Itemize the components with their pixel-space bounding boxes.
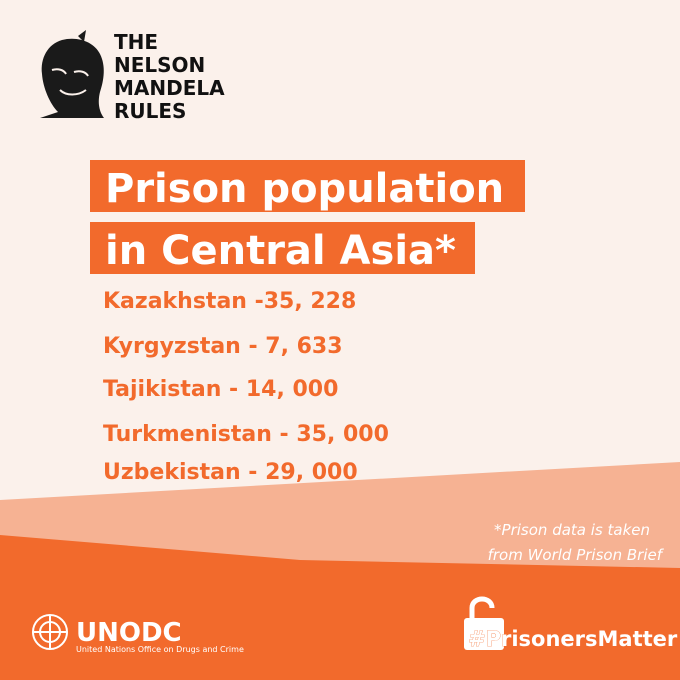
logo-line: MANDELA xyxy=(114,76,225,100)
footnote-line: from World Prison Brief xyxy=(488,546,665,564)
list-item: Tajikistan - 14, 000 xyxy=(103,377,338,402)
org: UNODC xyxy=(76,618,182,648)
band-orange xyxy=(0,535,680,680)
logo-line: THE xyxy=(114,30,158,54)
footnote-line: *Prison data is taken xyxy=(494,521,650,539)
title-line: in Central Asia* xyxy=(105,228,456,274)
footnote: *Prison data is taken from World Prison … xyxy=(488,521,665,564)
org-full: United Nations Office on Drugs and Crime xyxy=(76,645,244,654)
logo-text: THE NELSON MANDELA RULES xyxy=(114,30,225,123)
list-item: Kyrgyzstan - 7, 633 xyxy=(103,334,343,359)
list: Kazakhstan -35, 228 Kyrgyzstan - 7, 633 … xyxy=(103,289,389,485)
padlock-icon xyxy=(464,596,504,650)
logo-line: NELSON xyxy=(114,53,205,77)
title-line: Prison population xyxy=(105,166,504,212)
logo-portrait xyxy=(40,28,104,118)
list-item: Kazakhstan -35, 228 xyxy=(103,289,356,314)
un-emblem xyxy=(32,614,68,650)
title-box xyxy=(90,160,525,212)
list-item: Turkmenistan - 35, 000 xyxy=(103,422,389,447)
hashtag: #PrisonersMatter xyxy=(468,627,678,651)
list-item: Uzbekistan - 29, 000 xyxy=(103,460,358,485)
title-box xyxy=(90,222,475,274)
logo-line: RULES xyxy=(114,99,186,123)
